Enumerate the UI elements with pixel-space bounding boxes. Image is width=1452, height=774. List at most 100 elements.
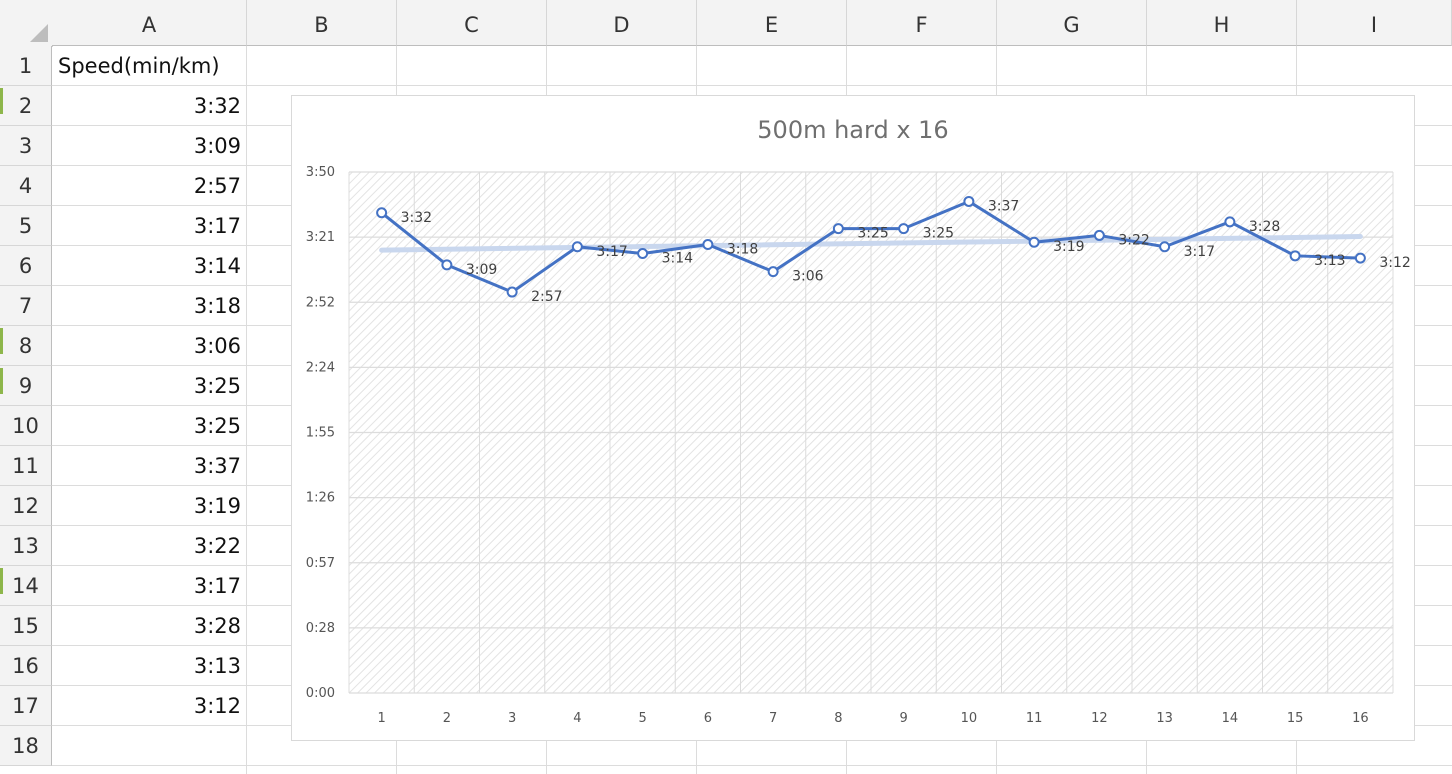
column-header-d[interactable]: D: [547, 0, 697, 46]
column-header-i[interactable]: I: [1297, 0, 1452, 46]
data-label: 3:09: [466, 262, 497, 278]
data-label: 2:57: [531, 289, 562, 305]
row-header-3[interactable]: 3: [0, 126, 52, 166]
cell-a8[interactable]: 3:06: [193, 334, 241, 358]
column-header-e[interactable]: E: [697, 0, 847, 46]
cell-a14[interactable]: 3:17: [193, 574, 241, 598]
row-header-2[interactable]: 2: [0, 86, 52, 126]
row-header-14[interactable]: 14: [0, 566, 52, 606]
select-all-button[interactable]: [0, 0, 53, 47]
chart-title: 500m hard x 16: [757, 116, 948, 144]
data-label: 3:17: [596, 244, 627, 260]
row-header-16[interactable]: 16: [0, 646, 52, 686]
cell-a17[interactable]: 3:12: [193, 694, 241, 718]
series-line: [380, 199, 1361, 294]
cell-a9[interactable]: 3:25: [193, 374, 241, 398]
x-tick-label: 6: [704, 711, 712, 726]
trendline: [379, 234, 1363, 253]
y-tick-label: 0:57: [306, 556, 335, 571]
y-tick-label: 0:28: [306, 621, 335, 636]
row-header-1[interactable]: 1: [0, 46, 52, 86]
data-point: [898, 223, 910, 235]
column-header-h[interactable]: H: [1147, 0, 1297, 46]
cell-a3[interactable]: 3:09: [193, 134, 241, 158]
row-header-18[interactable]: 18: [0, 726, 52, 766]
data-point: [1354, 252, 1366, 264]
data-point: [1093, 229, 1105, 241]
x-tick-label: 3: [508, 711, 516, 726]
y-tick-label: 2:24: [306, 360, 335, 375]
row-gridline: [52, 85, 1452, 86]
y-tick-label: 2:52: [306, 295, 335, 310]
row-marker: [0, 328, 3, 354]
row-header-7[interactable]: 7: [0, 286, 52, 326]
x-tick-label: 5: [638, 711, 646, 726]
cell-a1[interactable]: Speed(min/km): [58, 54, 220, 78]
x-tick-label: 12: [1091, 711, 1108, 726]
cell-a7[interactable]: 3:18: [193, 294, 241, 318]
data-label: 3:25: [857, 226, 888, 242]
data-label: 3:28: [1249, 219, 1280, 235]
data-label: 3:17: [1184, 244, 1215, 260]
data-point: [1028, 236, 1040, 248]
x-tick-label: 16: [1352, 711, 1369, 726]
cell-a4[interactable]: 2:57: [193, 174, 241, 198]
row-header-9[interactable]: 9: [0, 366, 52, 406]
y-tick-label: 3:50: [306, 165, 335, 180]
row-header-5[interactable]: 5: [0, 206, 52, 246]
data-label: 3:37: [988, 198, 1019, 214]
data-label: 3:13: [1314, 253, 1345, 269]
x-tick-label: 7: [769, 711, 777, 726]
data-label: 3:32: [401, 210, 432, 226]
row-marker: [0, 88, 3, 114]
row-header-4[interactable]: 4: [0, 166, 52, 206]
x-tick-label: 13: [1156, 711, 1173, 726]
row-header-13[interactable]: 13: [0, 526, 52, 566]
line-chart[interactable]: 500m hard x 16 0:00 0:28 0:57 1:26 1:55 2:24 2…: [291, 95, 1415, 741]
x-tick-label: 10: [961, 711, 978, 726]
row-header-11[interactable]: 11: [0, 446, 52, 486]
data-point: [767, 266, 779, 278]
column-header-f[interactable]: F: [847, 0, 997, 46]
cell-a13[interactable]: 3:22: [193, 534, 241, 558]
cell-a2[interactable]: 3:32: [193, 94, 241, 118]
row-header-8[interactable]: 8: [0, 326, 52, 366]
row-header-12[interactable]: 12: [0, 486, 52, 526]
row-header-15[interactable]: 15: [0, 606, 52, 646]
cell-a11[interactable]: 3:37: [193, 454, 241, 478]
x-tick-label: 4: [573, 711, 581, 726]
cell-a10[interactable]: 3:25: [193, 414, 241, 438]
cell-a16[interactable]: 3:13: [193, 654, 241, 678]
cell-a12[interactable]: 3:19: [193, 494, 241, 518]
data-point: [1159, 241, 1171, 253]
data-point: [1289, 250, 1301, 262]
data-point: [506, 286, 518, 298]
column-header-c[interactable]: C: [397, 0, 547, 46]
x-tick-label: 8: [834, 711, 842, 726]
select-all-triangle-icon: [30, 24, 48, 42]
column-header-b[interactable]: B: [247, 0, 397, 46]
row-gridline: [52, 765, 1452, 766]
data-point: [441, 259, 453, 271]
cell-a15[interactable]: 3:28: [193, 614, 241, 638]
column-header-g[interactable]: G: [997, 0, 1147, 46]
data-point: [1224, 216, 1236, 228]
data-label: 3:25: [923, 226, 954, 242]
row-marker: [0, 368, 3, 394]
data-point: [832, 223, 844, 235]
cell-a5[interactable]: 3:17: [193, 214, 241, 238]
column-header-a[interactable]: A: [52, 0, 247, 46]
x-tick-label: 1: [377, 711, 385, 726]
y-tick-label: 0:00: [306, 686, 335, 701]
row-header-10[interactable]: 10: [0, 406, 52, 446]
x-tick-label: 2: [443, 711, 451, 726]
x-tick-label: 9: [899, 711, 907, 726]
data-label: 3:14: [662, 251, 694, 267]
column-gridline: [246, 46, 247, 774]
cell-a6[interactable]: 3:14: [193, 254, 241, 278]
data-point: [702, 238, 714, 250]
data-label: 3:19: [1053, 239, 1084, 255]
row-header-17[interactable]: 17: [0, 686, 52, 726]
row-header-6[interactable]: 6: [0, 246, 52, 286]
